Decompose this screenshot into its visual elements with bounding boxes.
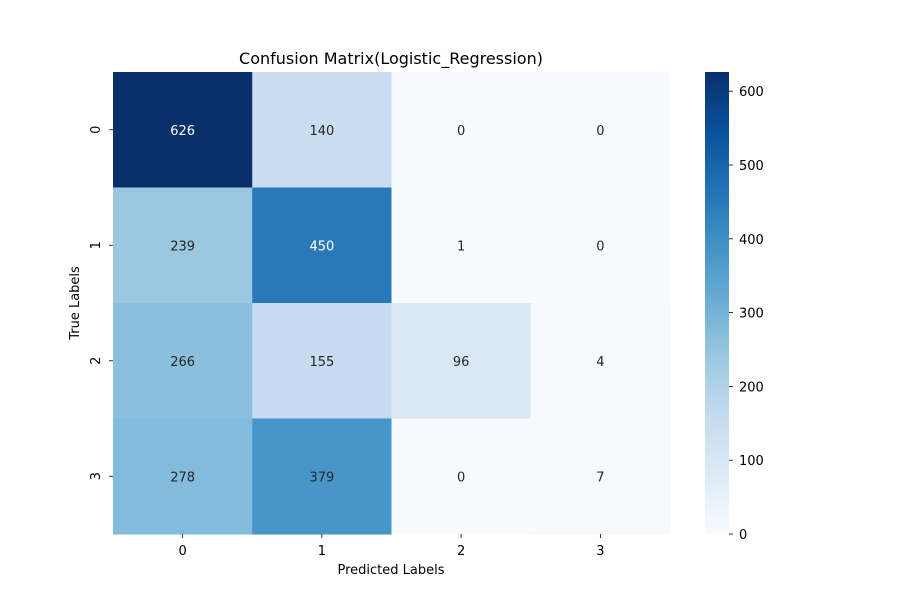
heatmap-cell <box>252 418 392 535</box>
cell-value-label: 239 <box>170 239 195 254</box>
cell-value-label: 0 <box>596 124 604 139</box>
cell-value-label: 626 <box>170 124 195 139</box>
cell-value-label: 155 <box>309 355 334 370</box>
cell-value-label: 1 <box>457 239 465 254</box>
cell-value-label: 0 <box>457 470 465 485</box>
heatmap-cell <box>113 303 253 419</box>
colorbar-tick-label: 300 <box>739 307 764 322</box>
cell-value-label: 0 <box>596 239 604 254</box>
heatmap-cell <box>113 72 253 188</box>
heatmap-cell <box>391 187 532 304</box>
cell-value-label: 278 <box>170 470 195 485</box>
cell-value-label: 96 <box>453 355 470 370</box>
colorbar-tick-label: 600 <box>739 85 764 100</box>
cell-value-label: 140 <box>309 124 334 139</box>
cell-value-label: 4 <box>596 355 604 370</box>
chart-title: Confusion Matrix(Logistic_Regression) <box>239 49 543 69</box>
y-tick-label: 1 <box>89 241 104 249</box>
y-tick-label: 0 <box>89 126 104 134</box>
heatmap-cell <box>113 187 253 304</box>
cell-value-label: 450 <box>309 239 334 254</box>
heatmap-cell <box>391 418 532 535</box>
colorbar-tick-label: 100 <box>739 454 764 469</box>
cell-value-label: 379 <box>309 470 334 485</box>
y-tick-label: 2 <box>89 357 104 365</box>
colorbar-gradient <box>705 72 729 534</box>
heatmap-cell <box>530 72 671 188</box>
heatmap-cell <box>252 72 392 188</box>
x-axis: 0 1 2 3 <box>178 534 605 559</box>
cell-value-label: 7 <box>596 470 604 485</box>
x-axis-label: Predicted Labels <box>337 563 444 578</box>
cell-value-label: 0 <box>457 124 465 139</box>
heatmap-cell <box>113 418 253 535</box>
heatmap-cell <box>391 72 532 188</box>
y-axis: 0 1 2 3 <box>89 126 113 480</box>
colorbar-tick-label: 400 <box>739 233 764 248</box>
colorbar-tick-label: 200 <box>739 380 764 395</box>
cell-value-label: 266 <box>170 355 195 370</box>
heatmap-cell <box>530 187 671 304</box>
heatmap-cell <box>530 418 671 535</box>
heatmap-cell <box>252 303 392 419</box>
heatmap-cell <box>530 303 671 419</box>
heatmap-cells <box>113 72 671 535</box>
heatmap-cell <box>252 187 392 304</box>
x-tick-label: 0 <box>178 544 186 559</box>
heatmap-annotations: 626 140 0 0 239 450 1 0 266 155 96 4 278 379 0 7 <box>170 124 604 486</box>
colorbar-tick-label: 500 <box>739 159 764 174</box>
x-tick-label: 2 <box>457 544 465 559</box>
y-axis-label: True Labels <box>68 266 83 341</box>
x-tick-label: 3 <box>596 544 604 559</box>
colorbar-tick-label: 0 <box>739 528 747 543</box>
heatmap-cell <box>391 303 532 419</box>
colorbar: 0 100 200 300 400 500 600 <box>705 72 764 543</box>
y-tick-label: 3 <box>89 472 104 480</box>
x-tick-label: 1 <box>318 544 326 559</box>
